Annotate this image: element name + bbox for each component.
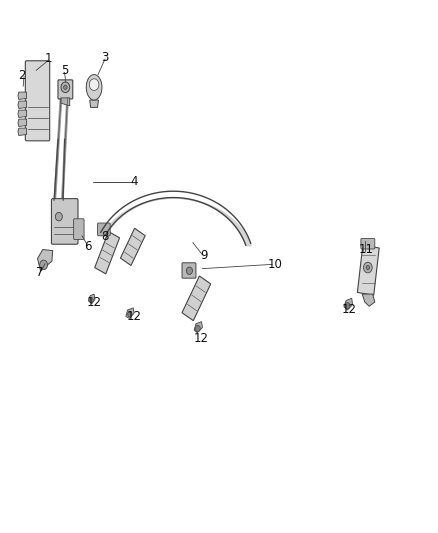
Circle shape [61,82,70,93]
Polygon shape [344,298,353,310]
Polygon shape [95,231,120,274]
Text: 11: 11 [359,243,374,255]
Circle shape [89,79,99,91]
Text: 12: 12 [87,296,102,309]
Polygon shape [194,321,202,333]
Text: 5: 5 [61,64,68,77]
Text: 3: 3 [101,51,109,63]
Text: 9: 9 [200,249,208,262]
Text: 10: 10 [267,259,282,271]
Polygon shape [61,98,70,106]
FancyBboxPatch shape [98,223,110,236]
Polygon shape [357,245,379,295]
Text: 12: 12 [194,332,209,344]
FancyBboxPatch shape [74,219,84,239]
Text: 6: 6 [84,240,91,253]
Circle shape [195,325,200,332]
Text: 7: 7 [36,266,43,279]
Text: 2: 2 [18,69,26,82]
FancyBboxPatch shape [58,80,73,99]
Circle shape [64,85,67,90]
Polygon shape [18,119,27,126]
Circle shape [364,262,372,273]
Circle shape [186,267,192,274]
FancyBboxPatch shape [182,263,196,278]
Circle shape [366,265,370,270]
Circle shape [40,260,47,270]
Polygon shape [18,128,27,135]
Polygon shape [86,75,102,100]
Circle shape [345,303,350,309]
Circle shape [55,213,62,221]
Text: 4: 4 [131,175,138,188]
Polygon shape [38,249,53,271]
Polygon shape [90,100,99,108]
Circle shape [127,312,132,317]
Polygon shape [88,294,95,304]
Polygon shape [126,308,134,318]
Circle shape [89,297,93,303]
Polygon shape [18,101,27,109]
Polygon shape [18,92,27,100]
Polygon shape [362,294,375,306]
FancyBboxPatch shape [25,61,49,141]
Text: 1: 1 [45,52,52,65]
Text: 8: 8 [102,230,109,243]
Polygon shape [182,276,211,321]
Polygon shape [18,110,27,117]
Text: 12: 12 [342,303,357,317]
Text: 12: 12 [127,310,141,323]
FancyBboxPatch shape [51,199,78,244]
FancyBboxPatch shape [361,238,375,249]
Polygon shape [120,228,145,265]
